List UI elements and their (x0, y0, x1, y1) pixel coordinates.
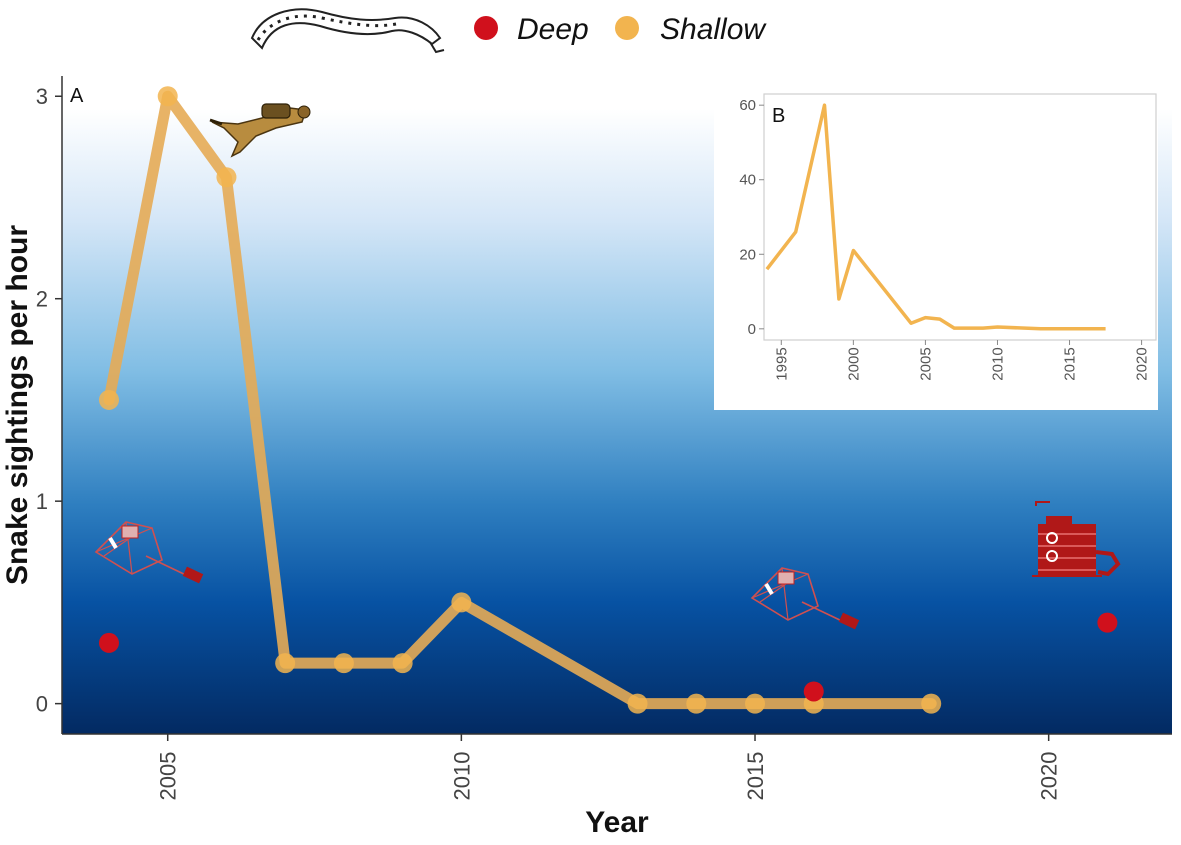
sea-snake-icon (252, 9, 444, 52)
y-tick-label: 2 (36, 287, 48, 312)
inset-x-tick-label: 2015 (1062, 347, 1079, 380)
shallow-point (158, 86, 178, 106)
shallow-point (686, 694, 706, 714)
legend-deep-label: Deep (517, 13, 589, 46)
x-axis-title: Year (585, 806, 649, 839)
inset-x-tick-label: 1995 (773, 347, 790, 380)
shallow-point (628, 694, 648, 714)
shallow-point (216, 167, 236, 187)
legend-shallow-marker (615, 16, 639, 40)
shallow-point (275, 653, 295, 673)
shallow-point (393, 653, 413, 673)
panel-b-inset: B 0 20 40 60 1995 2000 2005 2010 2015 2020 (714, 82, 1158, 410)
inset-x-tick-label: 2020 (1134, 347, 1151, 380)
inset-x-tick-label: 2005 (917, 347, 934, 380)
deep-point (804, 681, 824, 701)
x-tick-label: 2005 (156, 752, 181, 801)
shallow-point (745, 694, 765, 714)
panel-b-letter: B (772, 105, 785, 127)
x-tick-label: 2020 (1037, 752, 1062, 801)
deep-point (99, 633, 119, 653)
y-tick-label: 1 (36, 489, 48, 514)
legend: Deep Shallow (252, 9, 767, 52)
x-tick-label: 2010 (449, 752, 474, 801)
inset-y-tick-label: 40 (739, 172, 756, 189)
y-tick-label: 0 (36, 692, 48, 717)
y-axis-title: Snake sightings per hour (1, 225, 34, 585)
inset-y-tick-label: 60 (739, 97, 756, 114)
y-tick-label: 3 (36, 84, 48, 109)
inset-x-tick-label: 2000 (845, 347, 862, 380)
shallow-point (99, 390, 119, 410)
legend-shallow-label: Shallow (660, 13, 767, 46)
shallow-point (451, 592, 471, 612)
inset-x-tick-label: 2010 (989, 347, 1006, 380)
shallow-point (334, 653, 354, 673)
inset-y-tick-label: 0 (748, 321, 756, 338)
inset-y-tick-label: 20 (739, 246, 756, 263)
panel-a-letter: A (70, 85, 84, 107)
legend-deep-marker (474, 16, 498, 40)
inset-frame (764, 94, 1156, 340)
deep-point (1097, 613, 1117, 633)
x-tick-label: 2015 (743, 752, 768, 801)
shallow-point (921, 694, 941, 714)
